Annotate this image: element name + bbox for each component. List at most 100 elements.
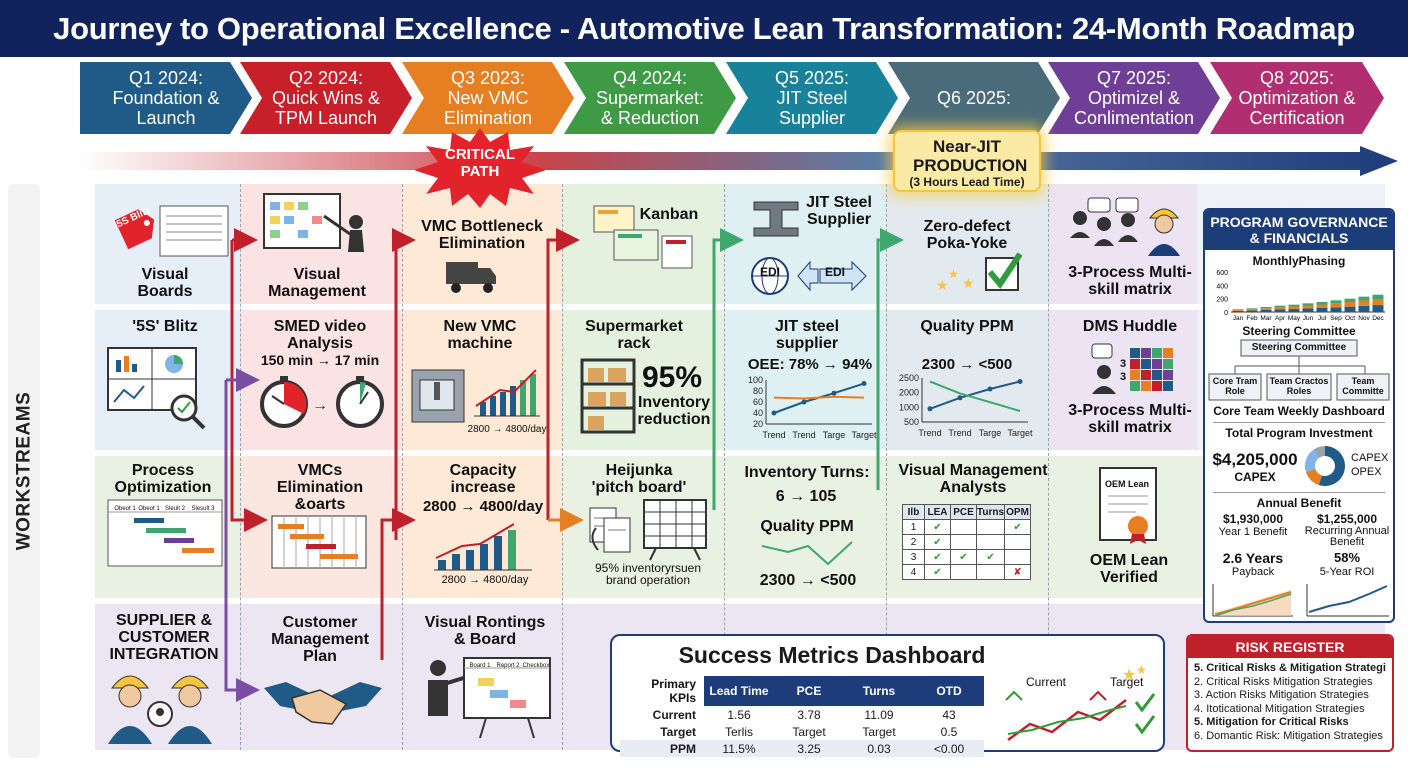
weekly-dashboard-label: Core Team Weekly Dashboard: [1213, 404, 1385, 418]
jit-steel-supplier-label: JIT Steel Supplier: [806, 194, 872, 228]
phase-7: Q7 2025: Optimizel & Conlimentation: [1048, 62, 1220, 134]
lane-cell-bg: [402, 456, 562, 598]
column-divider: [562, 184, 563, 750]
phase-label-line: Q6 2025:: [936, 88, 1012, 108]
quality-trend-line: [761, 541, 853, 566]
x-tick-label: Targe: [823, 430, 846, 440]
y-tick-label: 400: [1216, 283, 1228, 290]
phasing-bar: [1358, 305, 1370, 312]
phasing-bar: [1302, 303, 1314, 306]
x-tick-label: Trend: [918, 428, 941, 438]
matrix-cell: [1130, 381, 1140, 391]
phase-6: Q6 2025:: [888, 62, 1060, 134]
phase-label-line: Q4 2024:: [612, 68, 688, 88]
inventory-reduction-value: 95%: [641, 361, 703, 394]
phasing-bar: [1246, 310, 1258, 312]
inventory-turns-label: Inventory Turns:: [744, 464, 870, 481]
risk-item: 5. Critical Risks & Mitigation Strategie…: [1194, 662, 1386, 674]
visual-management-analysts-label: Visual Management Analysts: [898, 462, 1048, 496]
phasing-bar: [1260, 308, 1272, 310]
phasing-bar: [1260, 310, 1272, 312]
visual-management-board-icon: [263, 193, 364, 252]
phasing-bar: [1372, 299, 1384, 306]
stopwatch-icon: →: [260, 376, 384, 428]
phase-label-line: Quick Wins &: [271, 88, 381, 108]
kpi-header: PCE: [774, 676, 844, 706]
inventory-turns-change: 6 → 105: [775, 488, 837, 505]
phasing-bar: [1288, 304, 1300, 307]
phase-2: Q2 2024: Quick Wins & TPM Launch: [240, 62, 412, 134]
y-tick-label: 20: [753, 419, 763, 429]
column-divider: [402, 184, 403, 750]
month-label: Feb: [1246, 315, 1258, 322]
vmc-bottleneck-label: VMC Bottleneck Elimination: [421, 218, 543, 252]
kpi-cell: 0.5: [940, 724, 958, 739]
edi-label: EDI: [759, 265, 780, 279]
board-column-label: Checkbox: [522, 663, 550, 669]
gantt-chart-icon: [107, 499, 223, 567]
column-divider: [724, 184, 725, 750]
risk-item: 2. Critical Risks Mitigation Strategies: [1194, 675, 1373, 688]
month-label: Jul: [1318, 315, 1327, 322]
quality-ppm-label: Quality PPM: [920, 318, 1014, 335]
phase-1: Q1 2024: Foundation & Launch: [80, 62, 252, 134]
investment-capex-label: CAPEX: [1234, 470, 1276, 484]
matrix-number: 3: [1119, 358, 1127, 370]
matrix-cell: [1141, 359, 1151, 369]
donut-slice: [1313, 446, 1325, 458]
phase-label-line: Q2 2024:: [288, 68, 364, 88]
investment-title: Total Program Investment: [1225, 426, 1373, 440]
investment-value: $4,205,000: [1212, 450, 1298, 469]
phasing-bar: [1372, 294, 1384, 299]
x-tick-label: Target: [1007, 428, 1033, 438]
phase-label-line: JIT Steel: [776, 88, 848, 108]
vmc-capacity-label: 2800 → 4800/day: [467, 424, 547, 435]
svg-text:★: ★: [948, 267, 959, 281]
risk-register-panel: RISK REGISTER 5. Critical Risks & Mitiga…: [1186, 634, 1394, 752]
phase-label-line: Optimizel &: [1087, 88, 1181, 108]
donut-legend-opex: OPEX: [1351, 466, 1382, 478]
lane-cell-bg: [95, 604, 240, 750]
phasing-bar: [1232, 309, 1244, 310]
check-icon: ✔: [1004, 519, 1032, 535]
heijunka-label: Heijunka 'pitch board': [591, 462, 687, 496]
series-line: [773, 395, 865, 400]
check-icon: ✔: [975, 549, 1006, 565]
y-tick-label: 100: [748, 375, 763, 385]
workers-icon: [108, 675, 212, 744]
gantt-column-label: Obeot 1: [114, 506, 136, 512]
capacity-axis-label: 2800 → 4800/day: [441, 574, 529, 586]
phase-label-line: Q5 2025:: [774, 68, 850, 88]
phasing-bar: [1274, 305, 1286, 308]
kpi-cell: 11.5%: [704, 740, 774, 757]
matrix-cell: [1152, 348, 1162, 358]
monthly-phasing-chart: 600 400 200 0 Jan Feb Mar Apr May Jun Jul Sep Oct Nov…: [1216, 270, 1385, 322]
series-line: [929, 380, 1021, 412]
vm-table-row-label: 4: [902, 564, 925, 580]
benefit-year1-label: Year 1 Benefit: [1218, 526, 1288, 538]
phase-label-line: Launch: [136, 108, 196, 128]
kpi-cell: 3.78: [797, 707, 821, 722]
month-label: Jun: [1303, 315, 1314, 322]
visual-boards-label: Visual Boards: [137, 266, 193, 300]
matrix-cell: [1141, 348, 1151, 358]
check-icon: ✔: [924, 549, 951, 565]
phase-4: Q4 2024: Supermarket: & Reduction: [564, 62, 736, 134]
roi-label: 5-Year ROI: [1319, 566, 1375, 578]
phase-label-line: TPM Launch: [274, 108, 378, 128]
team-icon: [1070, 197, 1180, 256]
visual-routings-board-label: Visual Rontings & Board: [424, 614, 546, 648]
page-title: Journey to Operational Excellence - Auto…: [0, 0, 1408, 57]
check-icon: ✔: [924, 534, 951, 550]
phasing-bar: [1302, 308, 1314, 312]
kpi-trend-chart: ★ ★: [1002, 662, 1156, 744]
risk-item: 5. Mitigation for Critical Risks: [1194, 716, 1349, 729]
phasing-bar: [1372, 305, 1384, 312]
matrix-icon: [1091, 343, 1173, 394]
legend-target: Target: [1110, 675, 1144, 689]
gantt-column-label: Obeot 1: [138, 506, 160, 512]
phasing-bar: [1288, 309, 1300, 312]
phasing-bar: [1358, 300, 1370, 306]
phase-label-line: Certification: [1249, 108, 1345, 128]
